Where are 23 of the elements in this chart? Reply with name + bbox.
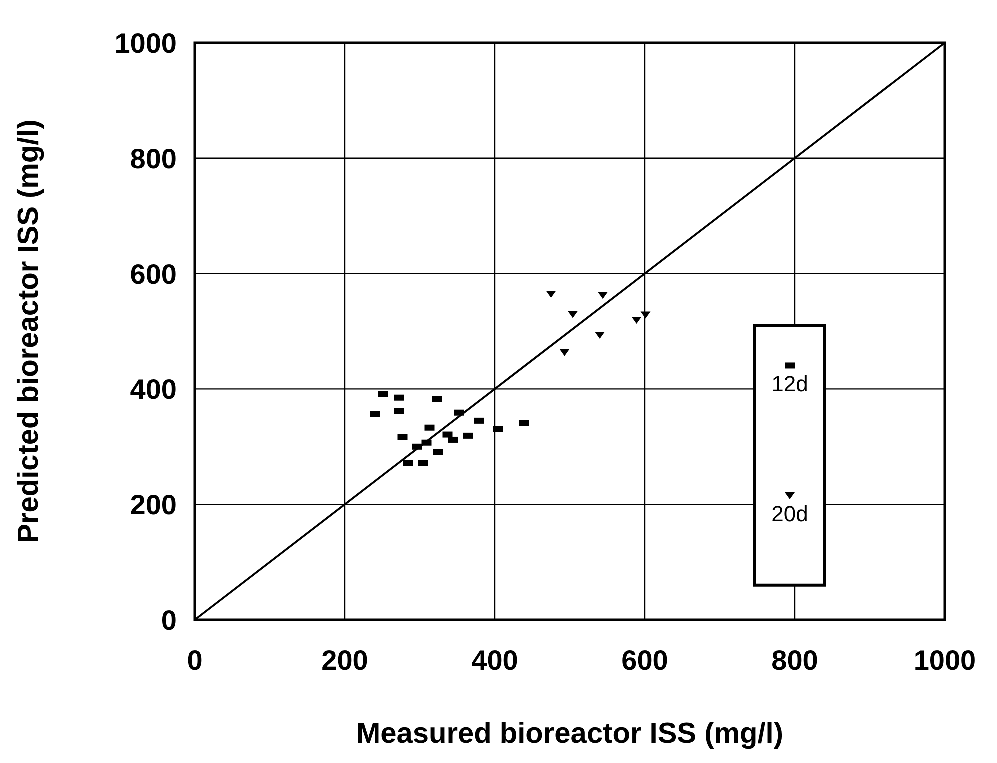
point — [560, 349, 570, 356]
y-tick-label: 200 — [130, 490, 177, 521]
x-axis-title: Measured bioreactor ISS (mg/l) — [356, 718, 784, 750]
y-tick-label: 0 — [161, 605, 177, 636]
y-tick-label: 600 — [130, 258, 177, 290]
y-tick-label: 1000 — [114, 28, 177, 59]
y-tick-label: 400 — [130, 374, 177, 406]
x-tick-label: 200 — [322, 645, 368, 676]
point — [595, 332, 605, 339]
point — [568, 311, 578, 318]
y-tick-label: 800 — [130, 143, 177, 174]
legend-label: 12d — [772, 372, 808, 397]
x-tick-label: 0 — [187, 645, 203, 676]
y-axis-title: Predicted bioreactor ISS (mg/l) — [13, 120, 45, 544]
point — [598, 292, 608, 300]
x-tick-label: 1000 — [914, 645, 976, 676]
point — [546, 290, 556, 298]
x-tick-label: 600 — [622, 645, 668, 676]
legend-label: 20d — [772, 502, 808, 527]
point — [640, 312, 651, 319]
x-tick-label: 800 — [772, 645, 818, 676]
x-tick-label: 400 — [472, 645, 518, 676]
point — [632, 316, 642, 324]
